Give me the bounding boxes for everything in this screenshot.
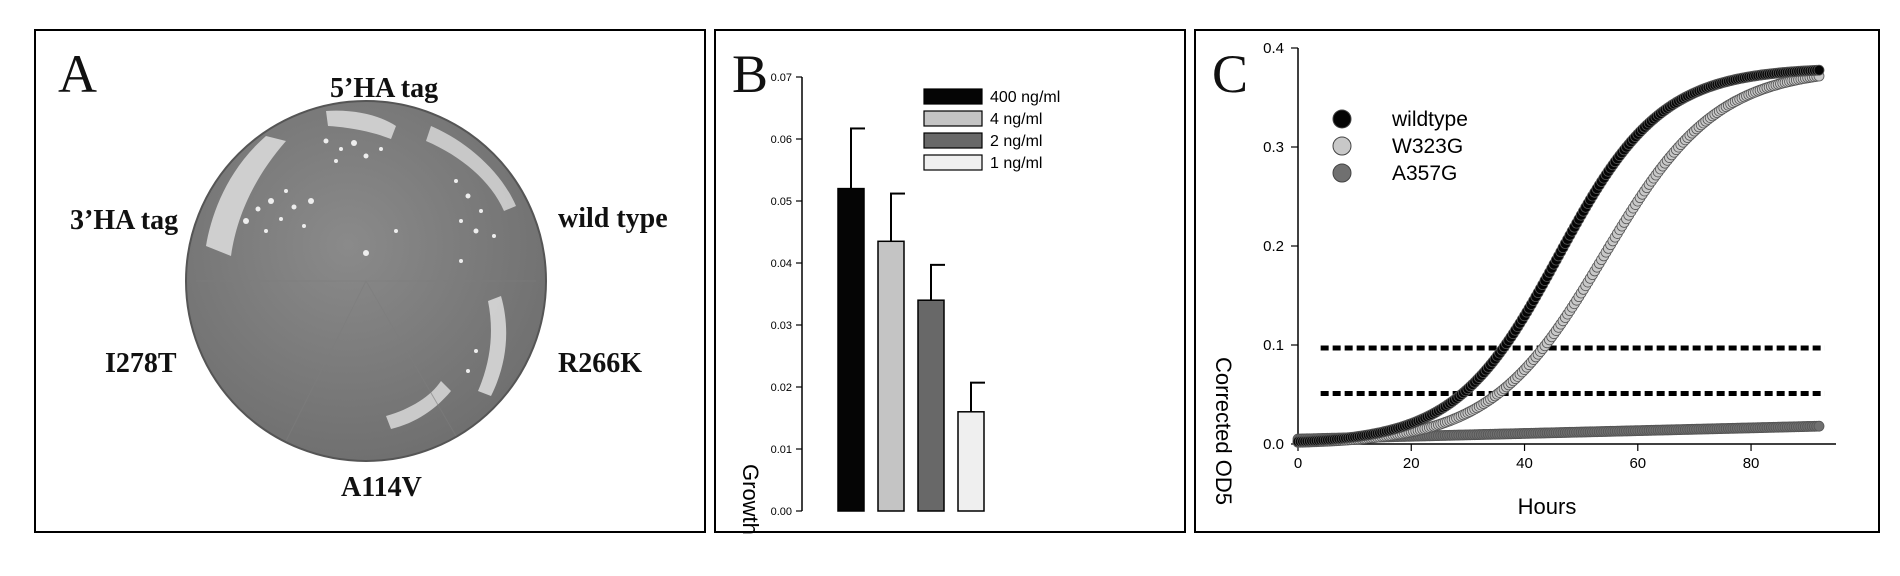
bar xyxy=(917,299,945,512)
y-tick-label: 0.3 xyxy=(1263,139,1284,156)
y-axis-label: Corrected OD5 xyxy=(1211,357,1236,505)
y-tick-label: 0.1 xyxy=(1263,337,1284,354)
y-tick-label: 0.03 xyxy=(771,320,792,332)
x-tick-label: 80 xyxy=(1743,455,1760,472)
plate-label-3ha: 3’HA tag xyxy=(70,205,179,236)
legend-label: W323G xyxy=(1392,135,1463,158)
y-tick-label: 0.07 xyxy=(771,72,792,84)
panel-b: B 0.00 0.01 0.02 0.03 0.04 0.05 0.06 0.07 400 ng… xyxy=(714,29,1186,535)
legend-swatch xyxy=(923,132,983,149)
y-tick-label: 0.06 xyxy=(771,134,792,146)
legend-label: 4 ng/ml xyxy=(990,111,1042,128)
legend-marker xyxy=(1332,109,1352,129)
agar-plate xyxy=(185,100,547,462)
series-w323g xyxy=(1292,70,1825,448)
legend-marker xyxy=(1332,136,1352,156)
panel-c-label: C xyxy=(1212,44,1249,104)
series-wildtype xyxy=(1292,64,1825,448)
legend-swatch xyxy=(923,88,983,105)
growth-curve-chart: 0.0 0.1 0.2 0.3 0.4 0 20 40 60 80 Hours Corrected O… xyxy=(1211,40,1836,519)
plate-label-wildtype: wild type xyxy=(558,203,668,234)
panel-a: A 5’HA tag xyxy=(34,29,706,533)
y-tick-label: 0.4 xyxy=(1263,40,1284,57)
panel-c: C 0.0 0.1 0.2 0.3 0.4 0 20 40 60 80 Hours Corrected… xyxy=(1194,29,1880,533)
legend-label: wildtype xyxy=(1391,108,1468,131)
x-tick-label: 60 xyxy=(1629,455,1646,472)
x-tick-label: 0 xyxy=(1294,455,1302,472)
bar-chart: 0.00 0.01 0.02 0.03 0.04 0.05 0.06 0.07 400 ng/m… xyxy=(738,72,1060,535)
data-point xyxy=(1813,420,1825,432)
legend-marker xyxy=(1332,163,1352,183)
bar xyxy=(837,187,865,512)
y-tick-label: 0.01 xyxy=(771,444,792,456)
legend-swatch xyxy=(923,110,983,127)
plate-label-i278t: I278T xyxy=(105,348,177,379)
y-tick-label: 0.04 xyxy=(771,258,792,270)
data-point xyxy=(1813,64,1825,76)
legend-label: 2 ng/ml xyxy=(990,133,1042,150)
x-tick-label: 20 xyxy=(1403,455,1420,472)
x-tick-label: 40 xyxy=(1516,455,1533,472)
legend-label: 400 ng/ml xyxy=(990,89,1060,106)
plate-label-a114v: A114V xyxy=(341,472,422,503)
plate-label-r266k: R266K xyxy=(558,348,642,379)
y-tick-label: 0.05 xyxy=(771,196,792,208)
y-tick-label: 0.0 xyxy=(1263,436,1284,453)
y-tick-label: 0.2 xyxy=(1263,238,1284,255)
x-axis-label: Hours xyxy=(1518,494,1577,519)
panel-b-label: B xyxy=(732,44,769,104)
plate-label-5ha: 5’HA tag xyxy=(330,73,439,104)
panel-a-label: A xyxy=(58,44,97,104)
y-tick-label: 0.02 xyxy=(771,382,792,394)
legend-label: 1 ng/ml xyxy=(990,155,1042,172)
bar xyxy=(877,240,905,512)
legend-label: A357G xyxy=(1392,162,1457,185)
legend-swatch xyxy=(923,154,983,171)
bar xyxy=(957,411,985,512)
y-axis-label: Growth xyxy=(738,464,763,535)
y-tick-label: 0.00 xyxy=(771,506,792,518)
